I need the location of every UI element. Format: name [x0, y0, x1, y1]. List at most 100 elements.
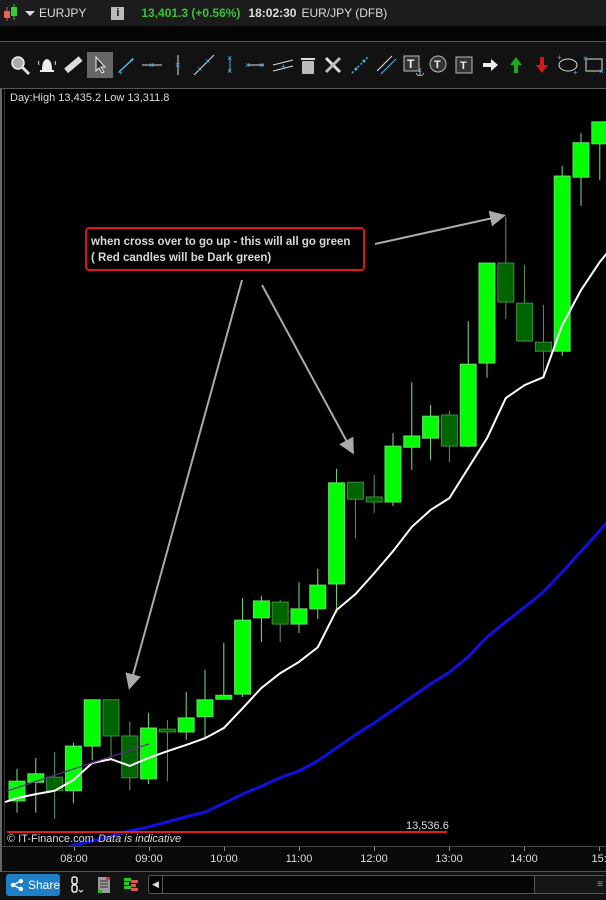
level-label: 13,536.6 [406, 820, 449, 832]
text-tool[interactable]: T [451, 52, 477, 78]
arrow-down-icon [536, 57, 548, 73]
chart-plot[interactable] [2, 89, 606, 846]
scroll-left-button[interactable]: ◀ [149, 876, 163, 893]
svg-text:×: × [227, 54, 232, 63]
extended-line-tool[interactable] [347, 52, 373, 78]
horizontal-segment-tool[interactable]: × × [243, 52, 269, 78]
text-anchor-icon: T⚓ [403, 55, 424, 76]
scroll-thumb[interactable]: ≡ [534, 876, 606, 893]
time-tick [299, 847, 300, 851]
day-high-low: Day:High 13,435.2 Low 13,311.8 [10, 92, 170, 104]
measure-tool[interactable] [60, 52, 86, 78]
parallel-lines-icon [376, 55, 397, 75]
channel-icon: + [272, 59, 294, 72]
bullish-candle [572, 142, 590, 178]
annotation-box[interactable]: when cross over to go up - this will all… [85, 227, 365, 271]
price-chart[interactable]: Day:High 13,435.2 Low 13,311.8 when cros… [0, 89, 606, 846]
instrument-name: EUR/JPY (DFB) [301, 6, 388, 20]
time-tick [374, 847, 375, 851]
svg-text:+: + [557, 54, 562, 62]
line-icon: ++ [118, 55, 135, 76]
rectangle-tool[interactable]: × × [581, 52, 606, 78]
svg-text:×: × [175, 60, 180, 70]
svg-text:+: + [281, 62, 286, 71]
zoom-tool[interactable] [7, 52, 33, 78]
svg-text:×: × [227, 66, 232, 76]
horizontal-segment-icon: × × [245, 60, 264, 70]
report-icon[interactable] [96, 876, 112, 894]
price-change: 13,401.3 (+0.56%) [141, 6, 241, 20]
svg-text:T: T [434, 59, 441, 71]
callout-text-tool[interactable]: T [425, 52, 451, 78]
bearish-candle [121, 735, 139, 779]
share-label: Share [27, 878, 60, 892]
bottom-bar: Share ◀ ≡ [0, 872, 606, 900]
annotation-arrow[interactable] [125, 279, 243, 690]
vertical-line-tool[interactable]: × [165, 52, 191, 78]
title-bar: EURJPY i 13,401.3 (+0.56%) 18:02:30 EUR/… [0, 0, 606, 26]
annotation-arrow[interactable] [261, 284, 354, 455]
trash-icon [301, 58, 315, 74]
link-icon[interactable] [68, 876, 84, 894]
drawn-trend-line[interactable] [6, 743, 150, 792]
bullish-candle [478, 262, 496, 364]
time-axis[interactable]: 08:00 09:00 10:00 11:00 12:00 13:00 14:0… [0, 846, 606, 872]
sub-header-strip [0, 26, 606, 42]
ellipse-tool[interactable]: + + [555, 52, 581, 78]
anchored-text-tool[interactable]: T ⚓ [400, 52, 426, 78]
cursor-icon [95, 55, 107, 74]
extended-line-icon [351, 56, 369, 74]
clock: 18:02:30 [248, 6, 297, 20]
bullish-candle [234, 619, 252, 695]
bearish-candle [46, 776, 64, 792]
info-button[interactable]: i [111, 6, 125, 20]
sell-arrow-tool[interactable] [529, 52, 555, 78]
text-bubble-icon: T [429, 55, 447, 73]
text-box-icon: T [455, 56, 473, 74]
buy-arrow-tool[interactable] [503, 52, 529, 78]
settings-tool[interactable] [320, 52, 346, 78]
bullish-candle [459, 363, 477, 447]
trend-line-tool[interactable]: + + [113, 52, 139, 78]
slow-ma-line [65, 520, 606, 846]
bearish-candle [365, 496, 383, 503]
share-button[interactable]: Share [6, 874, 60, 896]
candlestick-logo-icon [4, 4, 17, 21]
vertical-segment-tool[interactable]: × × [217, 52, 243, 78]
rectangle-icon: ×× [583, 54, 604, 76]
time-tick [524, 847, 525, 851]
bullish-candle [252, 600, 270, 619]
pointer-tool[interactable] [87, 52, 113, 78]
annotation-arrow[interactable] [374, 210, 506, 245]
depth-of-market-icon[interactable] [123, 876, 139, 894]
horizontal-scrollbar[interactable]: ◀ ≡ [148, 875, 606, 894]
time-label: 15:0 [591, 853, 606, 865]
time-label: 11:00 [285, 853, 313, 865]
channel-tool[interactable]: + [270, 52, 296, 78]
watermark: © IT-Finance.com Data is indicative [7, 833, 181, 845]
bearish-candle [497, 262, 515, 303]
svg-text:×: × [149, 60, 154, 70]
symbol-selector[interactable]: EURJPY [39, 6, 87, 20]
ray-tool[interactable]: × × [191, 52, 217, 78]
svg-text:T: T [460, 60, 467, 72]
bullish-candle [553, 175, 571, 352]
bullish-candle [591, 121, 606, 145]
delete-tool[interactable] [295, 52, 321, 78]
bullish-candle [290, 608, 308, 625]
symbol-dropdown-caret-icon[interactable] [25, 10, 35, 16]
parallel-lines-tool[interactable] [373, 52, 399, 78]
arrow-tool[interactable] [477, 52, 503, 78]
hline-icon: × [142, 60, 162, 70]
arrow-up-icon [510, 57, 522, 73]
time-tick [449, 847, 450, 851]
bearish-candle [158, 728, 176, 733]
horizontal-line-tool[interactable]: × [139, 52, 165, 78]
time-tick [74, 847, 75, 851]
svg-text:×: × [245, 60, 250, 70]
arrow-right-icon [483, 59, 498, 71]
alert-tool[interactable] [34, 52, 60, 78]
time-tick [224, 847, 225, 851]
time-label: 10:00 [210, 853, 238, 865]
time-label: 08:00 [60, 853, 88, 865]
